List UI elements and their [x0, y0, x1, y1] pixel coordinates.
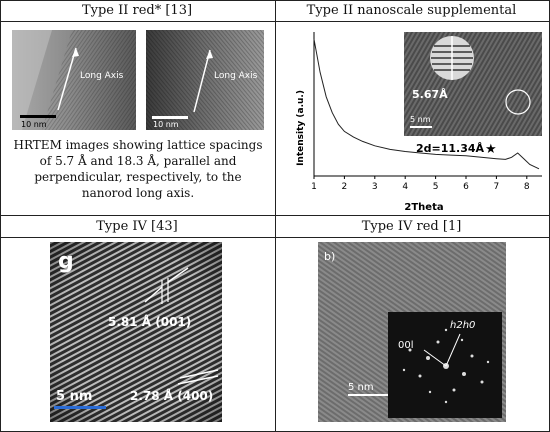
scale-bar-label-a: 10 nm	[21, 120, 47, 129]
chart-peak-label: 2d=11.34Å	[416, 142, 485, 155]
chart-x-tick-label: 3	[372, 182, 378, 192]
chart-x-tick-label: 2	[342, 182, 348, 192]
panel-letter-g: g	[58, 249, 74, 274]
title-divider-right	[276, 21, 549, 22]
title-divider-bottom	[1, 237, 549, 238]
hrtem-image-a: Long Axis 10 nm	[12, 30, 136, 130]
scale-bar-label-type-iv-red: 5 nm	[348, 382, 374, 393]
inset-scale-label: 5 nm	[410, 115, 431, 124]
chart-inset-micrograph: 5.67Å 5 nm	[404, 32, 542, 136]
star-icon: ★	[485, 142, 497, 157]
hrtem-image-type-iv-red: b) 5 nm h2h0 00l	[318, 242, 506, 422]
chart-x-axis-label: 2Theta	[404, 202, 443, 212]
vertical-divider	[275, 1, 276, 431]
row-divider	[1, 215, 549, 216]
title-divider-left	[1, 21, 275, 22]
chart-x-tick-label: 6	[463, 182, 469, 192]
xrd-chart: Intensity (a.u.) 2Theta 1 2 3 4 5 6 7 8 2d=11.3…	[284, 24, 546, 212]
chart-y-axis-label: Intensity (a.u.)	[296, 90, 306, 166]
inset-spacing-label: 5.67Å	[412, 88, 448, 101]
spacing-label-400: 2.78 Å (400)	[130, 388, 213, 403]
spacing-label-001: 5.81 Å (001)	[108, 314, 191, 329]
panel-title-type-ii-red: Type II red* [13]	[81, 3, 193, 18]
long-axis-label-a: Long Axis	[80, 71, 124, 81]
chart-series-line	[313, 39, 540, 170]
chart-x-tick-label: 5	[433, 182, 439, 192]
fft-inset: h2h0 00l	[388, 312, 502, 418]
chart-x-tick-label: 1	[311, 182, 317, 192]
panel-title-type-iv-red: Type IV red [1]	[361, 219, 462, 234]
chart-x-tick-label: 4	[402, 182, 408, 192]
panel-title-type-iv: Type IV [43]	[96, 219, 178, 234]
scale-bar-label-type-iv: 5 nm	[56, 389, 92, 404]
chart-x-tick-label: 7	[494, 182, 500, 192]
fft-label-h2h0: h2h0	[450, 320, 475, 331]
hrtem-image-type-iv: g 5.81 Å (001) 2.78 Å (400) 5 nm	[50, 242, 222, 422]
long-axis-label-b: Long Axis	[214, 71, 258, 81]
chart-x-tick-label: 8	[524, 182, 530, 192]
panel-title-type-ii-nanoscale: Type II nanoscale supplemental	[306, 3, 517, 18]
scale-bar-label-b: 10 nm	[153, 120, 179, 129]
panel-letter-b: b)	[324, 250, 335, 263]
hrtem-image-b: Long Axis 10 nm	[146, 30, 264, 130]
panel-caption: HRTEM images showing lattice spacings of…	[13, 138, 263, 200]
fft-label-00l: 00l	[398, 340, 414, 351]
